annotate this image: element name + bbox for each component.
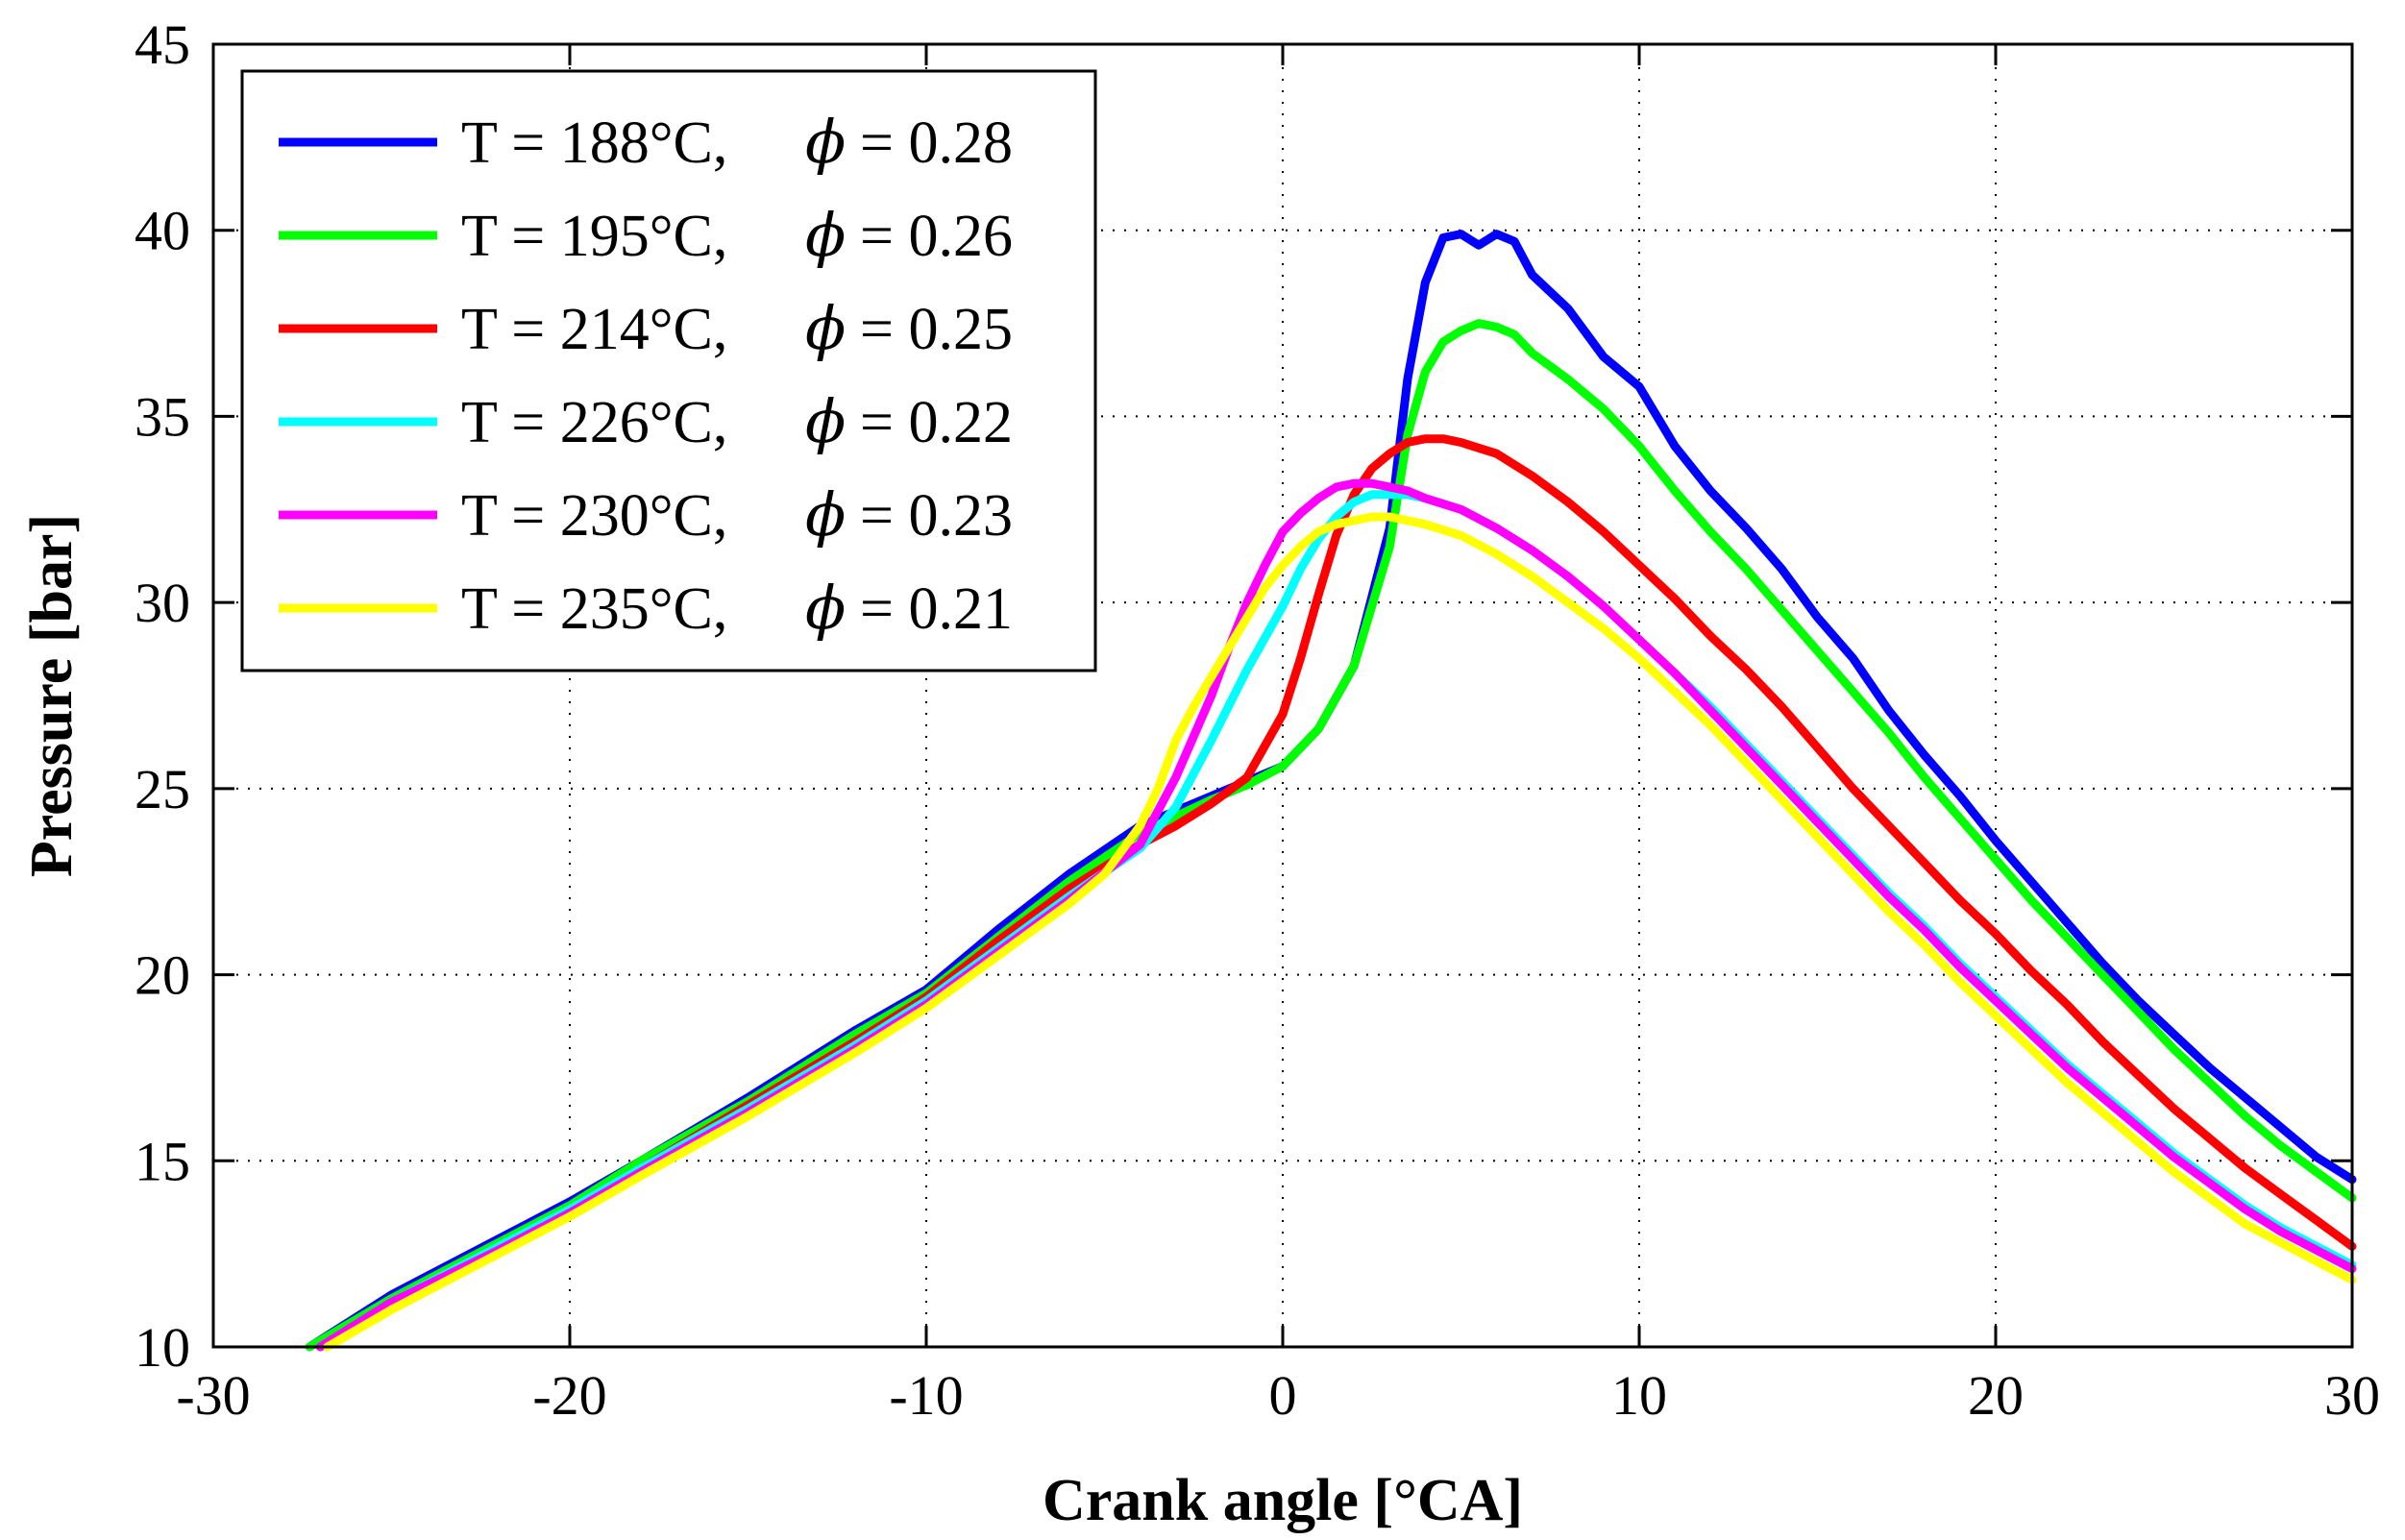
y-axis-title: Pressure [bar] <box>19 514 85 877</box>
legend-temp-label: T = 230°C, <box>461 483 727 549</box>
legend-entry-2: T = 195°C, ϕ = 0.26 <box>279 200 1013 270</box>
grid <box>213 44 2352 1347</box>
y-tick-label: 40 <box>135 200 190 262</box>
y-tick-label: 20 <box>135 944 190 1007</box>
legend-phi-symbol: ϕ <box>805 107 846 177</box>
legend-temp-label: T = 226°C, <box>461 390 727 455</box>
series-line-3 <box>315 434 2357 1352</box>
legend-temp-label: T = 195°C, <box>461 204 727 269</box>
x-tick-label: 30 <box>2324 1364 2380 1427</box>
legend-temp-label: T = 188°C, <box>461 110 727 176</box>
legend-phi-value: = 0.23 <box>860 483 1013 549</box>
legend-entry-4: T = 226°C, ϕ = 0.22 <box>279 386 1013 456</box>
legend-phi-symbol: ϕ <box>805 200 846 270</box>
legend: T = 188°C, ϕ = 0.28T = 195°C, ϕ = 0.26T = 21… <box>240 69 1097 672</box>
x-tick-label: 0 <box>1269 1364 1297 1427</box>
x-tick-label: 10 <box>1611 1364 1667 1427</box>
legend-phi-value: = 0.26 <box>860 204 1013 269</box>
legend-phi-symbol: ϕ <box>805 573 846 643</box>
series-line-6 <box>323 512 2357 1352</box>
y-tick-label: 35 <box>135 385 190 448</box>
x-tick-label: -10 <box>889 1364 963 1427</box>
legend-temp-label: T = 214°C, <box>461 297 727 362</box>
legend-entry-6: T = 235°C, ϕ = 0.21 <box>279 573 1013 643</box>
legend-entry-5: T = 230°C, ϕ = 0.23 <box>279 479 1013 550</box>
legend-phi-symbol: ϕ <box>805 479 846 550</box>
legend-phi-symbol: ϕ <box>805 293 846 363</box>
ticks <box>211 42 2354 1349</box>
y-tick-label: 30 <box>135 572 190 634</box>
y-tick-label: 10 <box>135 1316 190 1379</box>
x-tick-label: -30 <box>176 1364 250 1427</box>
y-tick-labels: 10 15 20 25 30 35 40 45 <box>135 13 190 1379</box>
legend-phi-value: = 0.21 <box>860 576 1013 642</box>
x-tick-labels: -30 -20 -10 0 10 20 30 <box>176 1364 2380 1427</box>
series-line-1 <box>305 230 2357 1352</box>
y-tick-label: 25 <box>135 758 190 820</box>
x-tick-label: 20 <box>1968 1364 2024 1427</box>
legend-entry-1: T = 188°C, ϕ = 0.28 <box>279 107 1013 177</box>
y-tick-label: 45 <box>135 13 190 76</box>
legend-phi-value: = 0.22 <box>860 390 1013 455</box>
x-axis-title: Crank angle [°CA] <box>1043 1468 1523 1533</box>
series-lines <box>305 230 2357 1352</box>
legend-phi-symbol: ϕ <box>805 386 846 456</box>
x-tick-label: -20 <box>532 1364 606 1427</box>
legend-temp-label: T = 235°C, <box>461 576 727 642</box>
legend-box <box>240 69 1097 672</box>
y-tick-label: 15 <box>135 1130 190 1192</box>
legend-entry-3: T = 214°C, ϕ = 0.25 <box>279 293 1013 363</box>
legend-phi-value: = 0.25 <box>860 297 1013 362</box>
legend-phi-value: = 0.28 <box>860 110 1013 176</box>
